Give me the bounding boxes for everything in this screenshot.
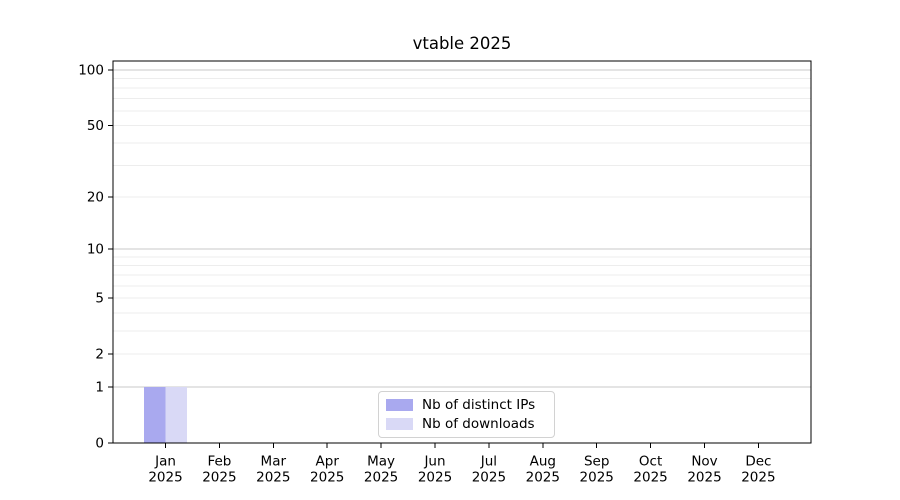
x-tick-label-year: 2025: [202, 470, 236, 486]
x-tick-label-month: Nov: [691, 454, 717, 470]
x-tick-label-year: 2025: [526, 470, 560, 486]
legend-swatch-downloads: [386, 418, 413, 430]
legend-label-distinct-ips: Nb of distinct IPs: [422, 397, 536, 413]
bar-nb-of-distinct-ips: [144, 387, 166, 443]
chart-title: vtable 2025: [412, 34, 512, 53]
y-tick-label: 10: [87, 242, 104, 258]
x-tick-label-year: 2025: [580, 470, 614, 486]
x-tick-label-month: Mar: [261, 454, 287, 470]
x-tick-label-month: Jul: [480, 454, 497, 470]
legend-label-downloads: Nb of downloads: [422, 416, 535, 432]
x-tick-label-month: Jan: [154, 454, 176, 470]
x-tick-label-month: Aug: [530, 454, 556, 470]
bar-nb-of-downloads: [165, 387, 187, 443]
x-tick-label-month: Oct: [639, 454, 662, 470]
y-tick-label: 5: [95, 291, 104, 307]
x-tick-label-year: 2025: [256, 470, 290, 486]
y-tick-label: 100: [78, 63, 104, 79]
x-tick-label-year: 2025: [364, 470, 398, 486]
x-tick-label-year: 2025: [741, 470, 775, 486]
x-tick-label-year: 2025: [418, 470, 452, 486]
x-tick-label-month: Sep: [584, 454, 609, 470]
y-tick-label: 20: [87, 189, 104, 205]
x-tick-label-month: Feb: [207, 454, 231, 470]
y-tick-label: 50: [87, 118, 104, 134]
x-tick-label-month: May: [367, 454, 395, 470]
x-tick-label-year: 2025: [633, 470, 667, 486]
legend-item-distinct-ips: Nb of distinct IPs: [386, 397, 547, 413]
y-tick-label: 1: [95, 379, 104, 395]
x-tick-label-year: 2025: [310, 470, 344, 486]
y-tick-label: 0: [95, 436, 104, 452]
x-tick-label-month: Jun: [423, 454, 445, 470]
legend-swatch-distinct-ips: [386, 399, 413, 411]
plot-border: [112, 60, 812, 444]
y-tick-label: 2: [95, 347, 104, 363]
x-tick-label-year: 2025: [148, 470, 182, 486]
legend: Nb of distinct IPs Nb of downloads: [378, 391, 555, 438]
x-tick-label-month: Apr: [316, 454, 340, 470]
x-tick-label-month: Dec: [745, 454, 771, 470]
legend-item-downloads: Nb of downloads: [386, 416, 547, 432]
x-tick-label-year: 2025: [687, 470, 721, 486]
x-tick-label-year: 2025: [472, 470, 506, 486]
